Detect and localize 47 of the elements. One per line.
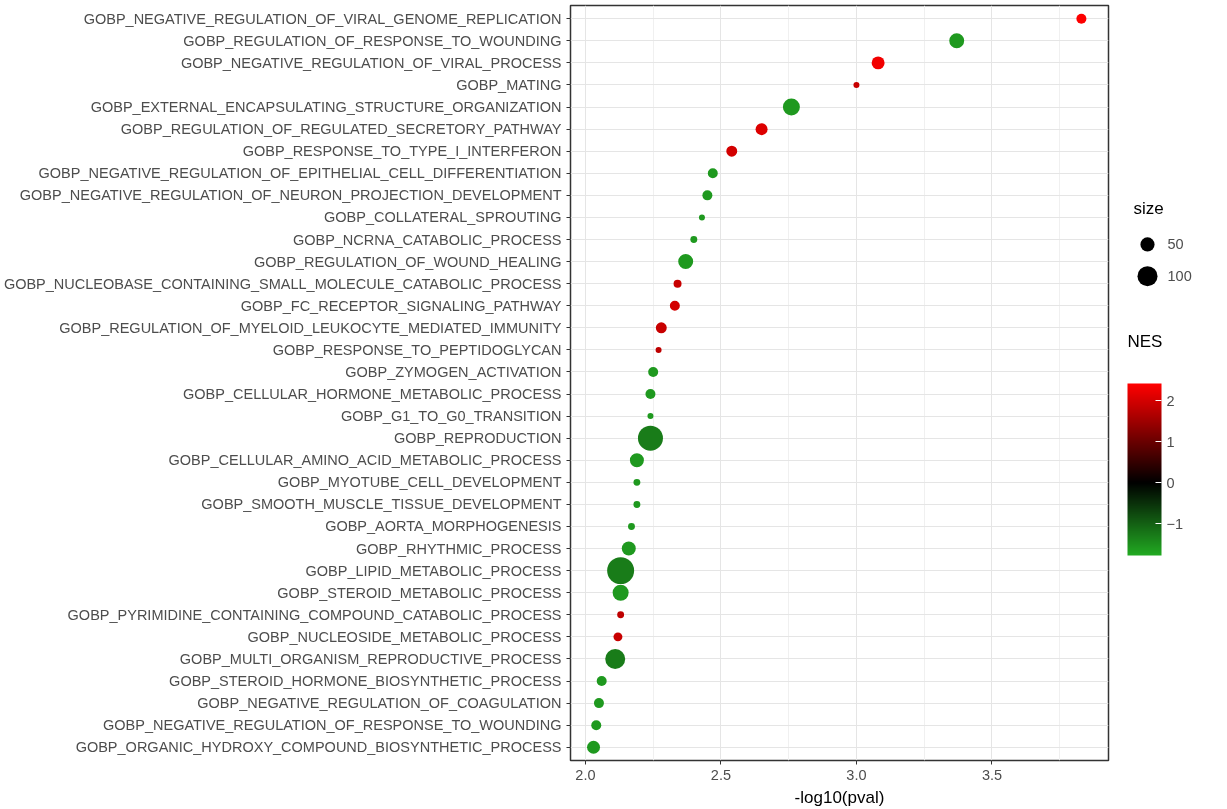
y-tick-label: GOBP_STEROID_HORMONE_BIOSYNTHETIC_PROCESS [169,673,562,690]
y-tick-label: GOBP_LIPID_METABOLIC_PROCESS [305,562,562,579]
x-tick-label: 3.0 [846,766,867,783]
y-tick-label: GOBP_REGULATION_OF_MYELOID_LEUKOCYTE_MEDIATED_IMMUNITY [59,319,562,336]
y-tick-label: GOBP_EXTERNAL_ENCAPSULATING_STRUCTURE_ORGANIZATION [90,99,562,116]
y-tick-label: GOBP_NCRNA_CATABOLIC_PROCESS [292,231,562,248]
y-tick-label: GOBP_PYRIMIDINE_CONTAINING_COMPOUND_CATABOLIC_PROCESS [67,606,562,623]
y-tick-label: GOBP_CELLULAR_HORMONE_METABOLIC_PROCESS [183,386,562,403]
color-bar-label: −1 [1166,515,1184,532]
y-tick-label: GOBP_NEGATIVE_REGULATION_OF_NEURON_PROJECTION_DEVELOPMENT [19,187,562,204]
y-tick-label: GOBP_AORTA_MORPHOGENESIS [325,518,562,535]
y-tick-label: GOBP_NUCLEOBASE_CONTAINING_SMALL_MOLECULE_CATABOLIC_PROCESS [3,275,562,292]
y-tick-label: GOBP_REPRODUCTION [393,430,562,447]
y-tick-label: GOBP_NEGATIVE_REGULATION_OF_VIRAL_GENOME_REPLICATION [83,10,562,27]
y-tick-label: GOBP_NUCLEOSIDE_METABOLIC_PROCESS [247,628,562,645]
legend-label: 100 [1167,268,1192,285]
y-tick-label: GOBP_MATING [456,76,562,93]
color-bar-title: NES [1127,331,1163,351]
y-tick-label: GOBP_REGULATION_OF_REGULATED_SECRETORY_PATHWAY [120,121,562,138]
legend-label: 50 [1167,236,1184,253]
x-tick-label: 3.5 [981,766,1003,783]
x-tick-label: 2.0 [575,766,596,783]
y-tick-label: GOBP_FC_RECEPTOR_SIGNALING_PATHWAY [240,297,562,314]
y-tick-label: GOBP_MYOTUBE_CELL_DEVELOPMENT [277,474,562,491]
y-tick-label: GOBP_G1_TO_G0_TRANSITION [340,408,562,425]
y-tick-label: GOBP_STEROID_METABOLIC_PROCESS [277,584,562,601]
y-tick-label: GOBP_NEGATIVE_REGULATION_OF_EPITHELIAL_CELL_DIFFERENTIATION [38,165,562,182]
y-tick-label: GOBP_NEGATIVE_REGULATION_OF_RESPONSE_TO_WOUNDING [103,717,562,734]
y-tick-label: GOBP_ORGANIC_HYDROXY_COMPOUND_BIOSYNTHETIC_PROCESS [75,739,562,756]
color-bar-label: 0 [1166,474,1175,491]
legend-title: size [1133,199,1164,219]
y-tick-label: GOBP_SMOOTH_MUSCLE_TISSUE_DEVELOPMENT [201,496,562,513]
y-tick-label: GOBP_RESPONSE_TO_TYPE_I_INTERFERON [242,143,562,160]
y-tick-label: GOBP_NEGATIVE_REGULATION_OF_COAGULATION [197,695,562,712]
y-tick-label: GOBP_NEGATIVE_REGULATION_OF_VIRAL_PROCESS [180,54,562,71]
x-axis-title: -log10(pval) [794,787,885,807]
x-tick-label: 2.5 [710,766,732,783]
color-bar-label: 1 [1166,433,1175,450]
y-tick-label: GOBP_RESPONSE_TO_PEPTIDOGLYCAN [272,341,562,358]
y-tick-label: GOBP_REGULATION_OF_WOUND_HEALING [253,253,562,270]
y-tick-label: GOBP_COLLATERAL_SPROUTING [324,209,562,226]
y-tick-label: GOBP_RHYTHMIC_PROCESS [356,540,562,557]
y-tick-label: GOBP_REGULATION_OF_RESPONSE_TO_WOUNDING [183,32,562,49]
y-tick-label: GOBP_CELLULAR_AMINO_ACID_METABOLIC_PROCESS [168,452,562,469]
color-bar-label: 2 [1166,392,1175,409]
y-tick-label: GOBP_MULTI_ORGANISM_REPRODUCTIVE_PROCESS [179,650,562,667]
y-tick-label: GOBP_ZYMOGEN_ACTIVATION [345,363,562,380]
